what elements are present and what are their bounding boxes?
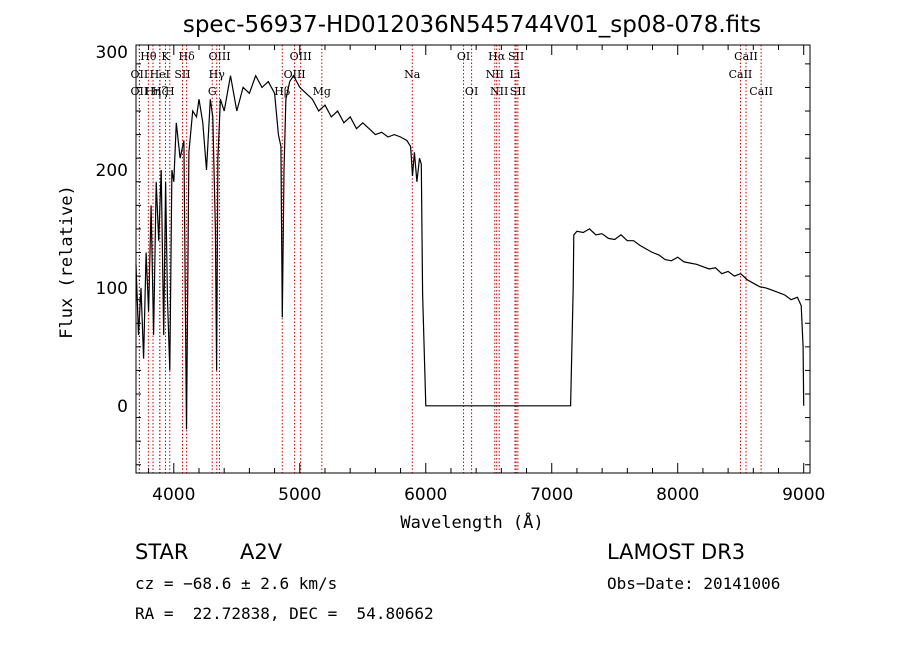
- line-label-9: Hδ: [179, 50, 196, 63]
- line-label-1: OII: [131, 68, 149, 81]
- line-label-5: Hζ: [152, 85, 168, 98]
- line-label-10: OIII: [208, 50, 230, 63]
- line-label-21: NII: [486, 68, 504, 81]
- line-label-11: Hγ: [209, 68, 226, 81]
- line-label-13: OIII: [290, 50, 312, 63]
- line-label-7: H: [165, 85, 175, 98]
- line-label-2: OII: [131, 85, 149, 98]
- x-axis-label: Wavelength (Å): [400, 511, 543, 533]
- spectral-line-markers: [138, 45, 762, 473]
- x-tick-label-0: 4000: [152, 485, 195, 505]
- survey-name: LAMOST DR3: [607, 540, 746, 564]
- line-label-6: K: [161, 50, 170, 63]
- plot-frame: [135, 44, 811, 474]
- x-tick-label-1: 5000: [278, 485, 321, 505]
- line-label-0: Hθ: [140, 50, 157, 63]
- line-label-16: Mg: [313, 85, 331, 98]
- line-label-8: SII: [174, 68, 190, 81]
- line-label-27: CaII: [729, 68, 753, 81]
- line-label-19: OI: [465, 85, 478, 98]
- y-tick-label-0: 0: [117, 397, 128, 417]
- x-tick-label-4: 8000: [656, 485, 699, 505]
- line-label-24: Li: [510, 68, 521, 81]
- line-label-20: Hα: [488, 50, 506, 63]
- x-tick-label-2: 6000: [404, 485, 447, 505]
- line-label-25: SII: [510, 85, 526, 98]
- line-label-14: OIII: [284, 68, 306, 81]
- observation-date: Obs−Date: 20141006: [607, 574, 781, 593]
- x-tick-label-5: 9000: [782, 485, 825, 505]
- y-tick-label-2: 200: [96, 161, 128, 181]
- x-tick-label-3: 7000: [530, 485, 573, 505]
- line-label-26: CaII: [734, 50, 758, 63]
- line-label-17: Na: [404, 68, 421, 81]
- object-type: STAR: [135, 540, 189, 564]
- line-label-28: CaII: [749, 85, 773, 98]
- line-label-23: SII: [508, 50, 524, 63]
- line-label-22: NII: [490, 85, 508, 98]
- line-label-18: OI: [457, 50, 470, 63]
- y-tick-label-3: 300: [96, 43, 128, 63]
- y-axis-ticks: 0 100 200 300: [96, 43, 810, 466]
- y-tick-label-1: 100: [96, 279, 128, 299]
- chart-title: spec-56937-HD012036N545744V01_sp08-078.f…: [183, 12, 761, 38]
- line-label-4: HeI: [150, 68, 170, 81]
- spectral-class: A2V: [240, 540, 283, 564]
- spectrum-series: [135, 74, 805, 430]
- sky-coordinates: RA = 22.72838, DEC = 54.80662: [135, 604, 434, 623]
- x-axis-ticks: 4000 5000 6000 7000 8000 9000: [148, 45, 825, 505]
- redshift-velocity: cz = −68.6 ± 2.6 km/s: [135, 574, 338, 593]
- line-label-3: Hη: [145, 85, 161, 98]
- line-label-12: G: [208, 85, 217, 98]
- y-axis-label: Flux (relative): [57, 185, 77, 339]
